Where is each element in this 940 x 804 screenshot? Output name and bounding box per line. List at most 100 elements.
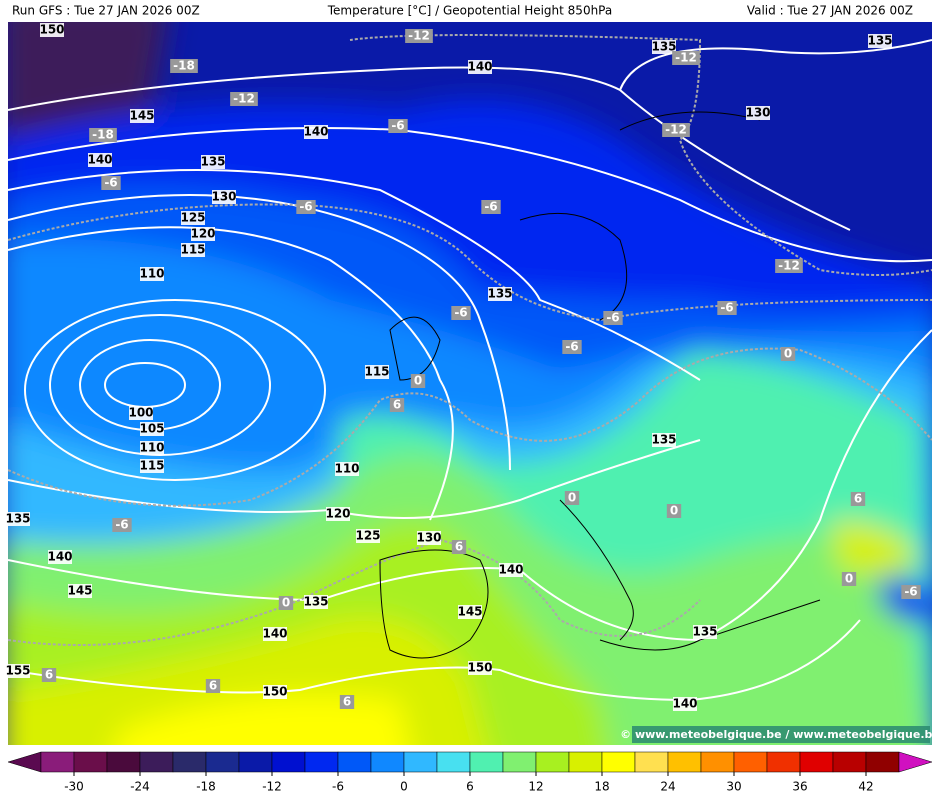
temperature-label-bg (666, 504, 682, 518)
temperature-label: 0 (845, 572, 853, 586)
height-label-bg (335, 462, 359, 476)
colorbar-segment (535, 751, 570, 773)
height-label-bg (181, 211, 205, 225)
height-label: 125 (180, 211, 205, 225)
height-label-bg (201, 155, 225, 169)
temperature-label: -18 (92, 128, 114, 142)
height-label-bg (130, 109, 154, 123)
colorbar-segment (403, 751, 438, 773)
height-label-bg (129, 406, 153, 420)
temperature-label: 0 (414, 374, 422, 388)
height-label-bg (868, 34, 892, 48)
height-label: 145 (129, 109, 154, 123)
height-label-bg (304, 125, 328, 139)
colorbar-segment (106, 751, 141, 773)
height-label: 150 (467, 661, 492, 675)
colorbar-segment (337, 751, 372, 773)
colorbar-tick-label: -6 (332, 780, 344, 794)
temperature-label-bg (901, 585, 921, 599)
temperature-label: -6 (904, 585, 917, 599)
header-valid: Valid : Tue 27 JAN 2026 00Z (747, 4, 913, 18)
height-label-bg (746, 106, 770, 120)
colorbar-tick-label: 30 (726, 780, 741, 794)
height-label-bg (140, 441, 164, 455)
height-label: 135 (303, 595, 328, 609)
colorbar-segment (73, 751, 108, 773)
colorbar-tick-label: 6 (466, 780, 474, 794)
colorbar-segment (700, 751, 735, 773)
height-label: 120 (190, 227, 215, 241)
colorbar-tick-label: -30 (64, 780, 84, 794)
temperature-label-bg (41, 668, 57, 682)
height-label: 135 (651, 433, 676, 447)
colorbar-segment (832, 751, 867, 773)
colorbar-segment (205, 751, 240, 773)
temperature-label-bg (775, 259, 803, 273)
height-label: 115 (180, 243, 205, 257)
height-label-bg (499, 563, 523, 577)
colorbar-extension (7, 751, 42, 773)
colorbar-segment (238, 751, 273, 773)
colorbar-tick-label: 18 (594, 780, 609, 794)
temperature-label-bg (278, 596, 294, 610)
height-label-bg (181, 243, 205, 257)
height-label-bg (6, 512, 30, 526)
height-label-bg (191, 227, 215, 241)
temperature-label-bg (451, 306, 471, 320)
height-label-bg (417, 531, 441, 545)
height-label-bg (356, 529, 380, 543)
colorbar-segment (436, 751, 471, 773)
temperature-label-bg (101, 176, 121, 190)
height-label: 140 (498, 563, 523, 577)
temperature-label-bg (451, 540, 467, 554)
temperature-label: -12 (408, 29, 430, 43)
temperature-label: -12 (233, 92, 255, 106)
height-label-bg (652, 40, 676, 54)
height-label-bg (40, 23, 64, 37)
temperature-label: -6 (565, 340, 578, 354)
temperature-label-bg (662, 123, 690, 137)
height-label-bg (693, 625, 717, 639)
height-label: 140 (262, 627, 287, 641)
height-label: 135 (692, 625, 717, 639)
colorbar-segment (139, 751, 174, 773)
height-label: 105 (139, 422, 164, 436)
height-label: 145 (457, 605, 482, 619)
height-label: 110 (139, 267, 164, 281)
temperature-label-bg (672, 51, 700, 65)
temperature-label-bg (388, 119, 408, 133)
height-label: 135 (487, 287, 512, 301)
colorbar-segment (172, 751, 207, 773)
contour-labels: 150 140 135 135 145 140 130 140 135 130 125 120 115 1… (5, 23, 921, 711)
temperature-label: -6 (454, 306, 467, 320)
height-label: 115 (139, 459, 164, 473)
height-label-bg (304, 595, 328, 609)
height-label-bg (652, 433, 676, 447)
colorbar-tick-label: 24 (660, 780, 675, 794)
height-label: 125 (355, 529, 380, 543)
temperature-label-bg (481, 200, 501, 214)
temperature-label: 0 (670, 504, 678, 518)
colorbar-segment (502, 751, 537, 773)
height-label: 115 (364, 365, 389, 379)
colorbar-segment (766, 751, 801, 773)
height-label-bg (212, 190, 236, 204)
colorbar-segment (865, 751, 900, 773)
temperature-label: -12 (675, 51, 697, 65)
temperature-label-bg (89, 128, 117, 142)
colorbar-segment (799, 751, 834, 773)
temperature-label-bg (296, 200, 316, 214)
height-label: 130 (416, 531, 441, 545)
colorbar-tick-label: -18 (196, 780, 216, 794)
colorbar-segment (40, 751, 75, 773)
watermark: © www.meteobelgique.be / www.meteobelgiq… (620, 728, 940, 741)
temperature-label-bg (405, 29, 433, 43)
temperature-label-bg (717, 301, 737, 315)
colorbar-tick-label: 36 (792, 780, 807, 794)
height-label-bg (140, 422, 164, 436)
height-label: 145 (67, 584, 92, 598)
height-label: 130 (745, 106, 770, 120)
height-label-bg (6, 664, 30, 678)
